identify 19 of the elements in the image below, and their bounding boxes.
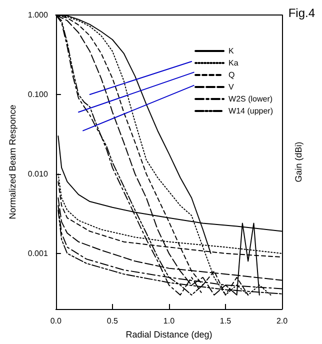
x-tick-label: 0.5 [106,316,119,326]
y-tick-label: 0.100 [28,90,48,99]
y2-axis-title: Gain (dBi) [294,142,304,182]
legend-label: W2S (lower) [228,94,273,104]
legend-label: W14 (upper) [228,106,274,116]
y-tick-label: 1.000 [28,10,48,20]
legend-label: Ka [228,58,239,68]
x-tick-label: 2.0 [276,316,288,326]
y-tick-label: 0.010 [28,169,48,178]
legend-label: V [228,82,235,92]
chart-title: Fig.4 [288,6,316,20]
x-tick-label: 0.0 [50,316,62,326]
x-axis-title: Radial Distance (deg) [126,329,212,340]
y-axis-title: Normalized Beam Responce [8,104,18,220]
legend-label: K [228,46,235,56]
x-tick-label: 1.5 [220,316,232,326]
legend-label: Q [228,70,235,80]
y-tick-label: 0.001 [28,248,48,258]
x-tick-label: 1.0 [163,316,176,326]
